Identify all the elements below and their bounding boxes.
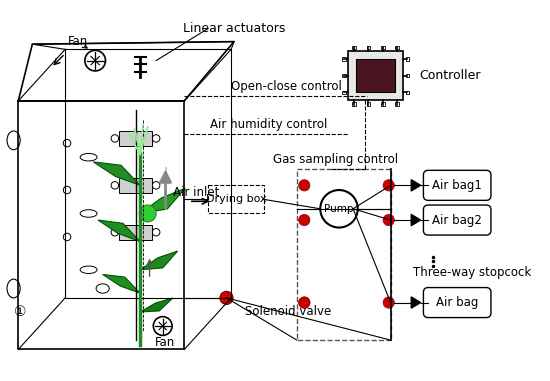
Text: Air humidity control: Air humidity control [210, 118, 327, 131]
Text: Gas sampling control: Gas sampling control [273, 152, 399, 166]
Text: Linear actuators: Linear actuators [183, 22, 285, 35]
Circle shape [383, 215, 394, 226]
Bar [119, 225, 152, 240]
Bar [395, 46, 399, 50]
Text: Drying box: Drying box [206, 194, 266, 205]
Bar [405, 74, 409, 77]
Polygon shape [103, 274, 140, 293]
Polygon shape [140, 298, 173, 312]
Circle shape [220, 291, 233, 304]
Bar [352, 46, 356, 50]
Bar [405, 91, 409, 94]
Polygon shape [411, 180, 421, 191]
Bar [342, 74, 345, 77]
Bar [342, 91, 345, 94]
Polygon shape [94, 162, 140, 185]
Text: Solenoid valve: Solenoid valve [245, 306, 332, 319]
Circle shape [299, 297, 310, 308]
Polygon shape [98, 220, 140, 242]
Bar [119, 131, 152, 146]
Polygon shape [140, 188, 185, 213]
Circle shape [299, 180, 310, 191]
Polygon shape [140, 251, 178, 270]
Circle shape [320, 190, 358, 227]
Text: Air bag: Air bag [436, 296, 478, 309]
Bar [356, 59, 395, 93]
Bar [395, 102, 399, 106]
Bar [208, 185, 264, 213]
Bar [366, 46, 370, 50]
Text: Three-way stopcock: Three-way stopcock [413, 266, 531, 279]
FancyBboxPatch shape [424, 288, 491, 318]
Text: Fan: Fan [155, 336, 175, 349]
Circle shape [139, 205, 156, 222]
Text: Fan: Fan [68, 35, 89, 48]
Polygon shape [411, 297, 421, 308]
Text: ①: ① [14, 305, 26, 319]
Circle shape [299, 215, 310, 226]
Text: Air bag2: Air bag2 [432, 213, 482, 227]
Bar [119, 178, 152, 193]
Circle shape [383, 297, 394, 308]
Text: Pump: Pump [324, 204, 354, 214]
Bar [366, 102, 370, 106]
Text: Open-close control: Open-close control [231, 80, 342, 93]
Polygon shape [411, 215, 421, 226]
Bar [342, 57, 345, 61]
Text: Air inlet: Air inlet [173, 186, 219, 199]
Text: Air bag1: Air bag1 [432, 179, 482, 192]
FancyBboxPatch shape [424, 170, 491, 200]
Circle shape [383, 180, 394, 191]
Circle shape [299, 297, 310, 308]
Bar [405, 57, 409, 61]
Text: Controller: Controller [420, 69, 481, 82]
Bar [381, 46, 384, 50]
Bar [348, 51, 403, 100]
Bar [352, 102, 356, 106]
Bar [381, 102, 384, 106]
Bar [297, 170, 390, 340]
FancyBboxPatch shape [424, 205, 491, 235]
